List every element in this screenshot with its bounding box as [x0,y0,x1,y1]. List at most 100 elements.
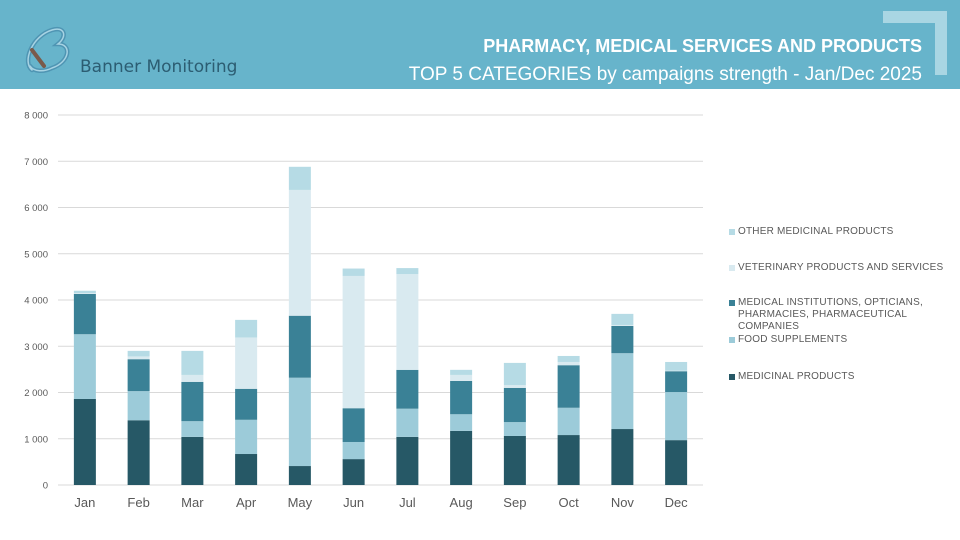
bar-segment [396,268,419,275]
bars [73,166,688,485]
bar-segment [342,268,365,276]
bar-segment [665,392,688,441]
y-axis-ticks: 0 1 000 2 000 3 000 4 000 5 000 6 000 7 000 8 00… [24,111,48,492]
bar-stack-nov [611,313,634,485]
bar-segment [181,381,204,422]
bar-segment [396,274,419,370]
legend-swatch [729,265,735,271]
bar-segment [288,315,311,378]
x-tick-label: May [288,495,313,510]
bar-segment [557,365,580,408]
bar-segment [127,356,150,360]
bar-segment [288,189,311,316]
y-tick-label: 5 000 [24,249,48,260]
bar-segment [611,429,634,485]
legend-label-line: FOOD SUPPLEMENTS [738,334,848,345]
bar-stack-dec [665,361,688,485]
legend-swatch [729,337,735,343]
legend-label: MEDICAL INSTITUTIONS, OPTICIANS, PHARMACI… [738,297,923,333]
bar-stack-apr [235,319,258,485]
bar-segment [450,414,473,431]
bar-segment [396,369,419,409]
y-tick-label: 8 000 [24,111,48,122]
bar-stack-may [288,166,311,485]
legend-label: OTHER MEDICINAL PRODUCTS [738,226,894,238]
bar-segment [127,359,150,392]
bar-segment [503,385,526,388]
bar-segment [557,435,580,485]
bar-segment [611,325,634,354]
bar-segment [288,377,311,467]
x-axis-ticks: Jan Feb Mar Apr May Jun Jul Aug Sep Oct Nov Dec [74,495,688,510]
x-tick-label: Jan [74,495,95,510]
legend-swatch [729,229,735,235]
legend-label-line: COMPANIES [738,321,800,332]
bar-segment [611,324,634,326]
brand-name: Banner Monitoring [80,57,238,77]
bar-segment [503,422,526,436]
bar-segment [73,293,96,335]
legend-label-line: MEDICINAL PRODUCTS [738,371,855,382]
bar-segment [557,361,580,366]
bar-segment [665,361,688,371]
bar-segment [342,275,365,409]
bar-segment [503,362,526,386]
legend-label: MEDICINAL PRODUCTS [738,371,855,383]
bar-segment [235,419,258,455]
x-tick-label: Jul [399,495,416,510]
legend-label: VETERINARY PRODUCTS AND SERVICES [738,262,943,274]
x-tick-label: Apr [236,495,257,510]
bar-segment [396,436,419,485]
bar-segment [665,371,688,393]
bar-stack-feb [127,350,150,485]
y-tick-label: 1 000 [24,434,48,445]
legend-label-line: MEDICAL INSTITUTIONS, OPTICIANS, [738,297,923,308]
y-tick-label: 2 000 [24,388,48,399]
bar-segment [611,353,634,430]
x-tick-label: Aug [450,495,473,510]
x-tick-label: Nov [611,495,635,510]
bar-segment [450,430,473,485]
bar-segment [181,350,204,375]
y-tick-label: 4 000 [24,296,48,307]
bar-segment [127,391,150,421]
bar-stack-jan [73,290,96,485]
y-tick-label: 6 000 [24,203,48,214]
legend-label: FOOD SUPPLEMENTS [738,334,847,346]
bar-segment [557,407,580,436]
legend-label-line: OTHER MEDICINAL PRODUCTS [738,226,894,237]
bar-stack-sep [503,362,526,485]
legend-swatch [729,300,735,306]
bar-segment [73,398,96,485]
bar-segment [450,369,473,375]
legend-swatch [729,374,735,380]
legend-label-line: PHARMACIES, PHARMACEUTICAL [738,309,908,320]
x-tick-label: Feb [127,495,149,510]
x-tick-label: Sep [503,495,526,510]
bar-segment [235,388,258,420]
corner-bracket-decoration [883,11,947,75]
y-tick-label: 0 [43,481,48,492]
bar-stack-jun [342,268,365,485]
bar-segment [235,319,258,338]
gridlines [58,114,703,486]
bar-segment [235,454,258,485]
bar-stack-aug [450,369,473,485]
bar-segment [450,380,473,415]
bar-segment [665,440,688,485]
banner-monitoring-logo-icon [25,26,70,73]
stacked-bar-chart: 0 1 000 2 000 3 000 4 000 5 000 6 000 7 000 8 00… [24,111,703,510]
header-banner: Banner Monitoring PHARMACY, MEDICAL SERV… [0,0,960,89]
bar-stack-mar [181,350,204,485]
legend-label-line: VETERINARY PRODUCTS AND SERVICES [738,262,944,273]
x-tick-label: Oct [559,495,580,510]
bar-segment [73,334,96,399]
x-tick-label: Mar [181,495,204,510]
bar-segment [342,459,365,485]
y-tick-label: 3 000 [24,342,48,353]
bar-segment [342,441,365,460]
bar-segment [396,408,419,437]
x-tick-label: Jun [343,495,364,510]
page-subtitle: TOP 5 CATEGORIES by campaigns strength -… [408,64,922,85]
bar-segment [181,374,204,382]
